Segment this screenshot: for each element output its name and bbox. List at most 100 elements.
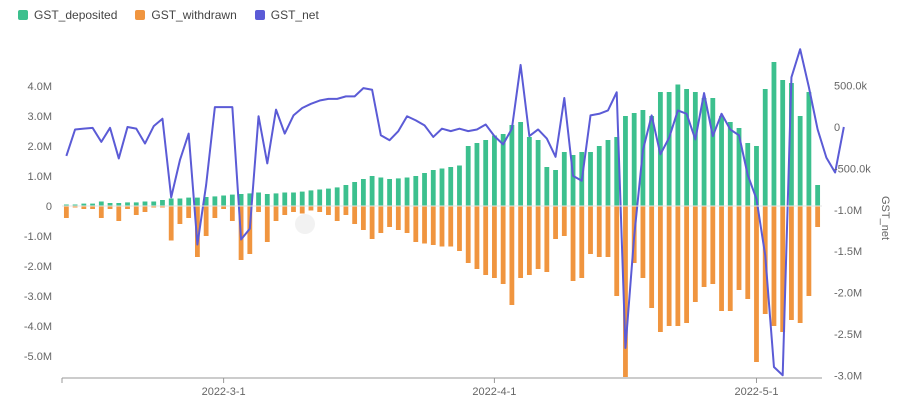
deposited-bar[interactable]	[492, 135, 497, 207]
withdrawn-bar[interactable]	[596, 206, 602, 257]
withdrawn-bar[interactable]	[195, 206, 200, 257]
deposited-bar[interactable]	[168, 198, 174, 207]
deposited-bar[interactable]	[675, 84, 681, 207]
withdrawn-bar[interactable]	[727, 206, 733, 311]
withdrawn-bar[interactable]	[780, 206, 786, 332]
withdrawn-bar[interactable]	[745, 206, 751, 299]
deposited-bar[interactable]	[483, 140, 489, 206]
deposited-bar[interactable]	[369, 176, 375, 206]
deposited-bar[interactable]	[125, 202, 130, 206]
deposited-bar[interactable]	[465, 146, 471, 206]
deposited-bar[interactable]	[299, 191, 305, 206]
deposited-bar[interactable]	[780, 80, 786, 206]
withdrawn-bar[interactable]	[369, 206, 375, 239]
withdrawn-bar[interactable]	[98, 206, 104, 218]
withdrawn-bar[interactable]	[649, 206, 655, 308]
withdrawn-bar[interactable]	[142, 206, 148, 212]
withdrawn-bar[interactable]	[605, 206, 611, 257]
legend-item-withdrawn[interactable]: GST_withdrawn	[135, 8, 237, 22]
withdrawn-bar[interactable]	[343, 206, 349, 215]
withdrawn-bar[interactable]	[413, 206, 419, 242]
deposited-bar[interactable]	[754, 146, 759, 206]
deposited-bar[interactable]	[448, 167, 454, 206]
withdrawn-bar[interactable]	[666, 206, 672, 326]
withdrawn-bar[interactable]	[116, 206, 122, 221]
withdrawn-bar[interactable]	[483, 206, 489, 275]
deposited-bar[interactable]	[666, 92, 672, 206]
withdrawn-bar[interactable]	[264, 206, 270, 242]
withdrawn-bar[interactable]	[526, 206, 532, 275]
deposited-bar[interactable]	[90, 203, 95, 206]
deposited-bar[interactable]	[352, 182, 358, 206]
withdrawn-bar[interactable]	[614, 206, 620, 296]
deposited-bar[interactable]	[395, 178, 401, 206]
deposited-bar[interactable]	[326, 188, 331, 206]
deposited-bar[interactable]	[116, 203, 122, 206]
deposited-bar[interactable]	[360, 179, 366, 206]
withdrawn-bar[interactable]	[710, 206, 716, 284]
withdrawn-bar[interactable]	[168, 206, 174, 241]
withdrawn-bar[interactable]	[561, 206, 567, 236]
withdrawn-bar[interactable]	[736, 206, 742, 290]
deposited-bar[interactable]	[570, 155, 576, 206]
withdrawn-bar[interactable]	[151, 206, 157, 208]
deposited-bar[interactable]	[657, 92, 663, 206]
deposited-bar[interactable]	[439, 168, 445, 207]
deposited-bar[interactable]	[422, 173, 427, 206]
deposited-bar[interactable]	[719, 116, 724, 206]
withdrawn-bar[interactable]	[806, 206, 812, 296]
withdrawn-bar[interactable]	[273, 206, 279, 221]
deposited-bar[interactable]	[212, 196, 218, 206]
withdrawn-bar[interactable]	[81, 206, 87, 209]
withdrawn-bar[interactable]	[509, 206, 515, 305]
deposited-bar[interactable]	[544, 167, 550, 206]
withdrawn-bar[interactable]	[640, 206, 646, 278]
legend-item-deposited[interactable]: GST_deposited	[18, 8, 117, 22]
net-line[interactable]	[65, 48, 845, 377]
deposited-bar[interactable]	[727, 122, 733, 206]
deposited-bar[interactable]	[98, 201, 104, 207]
withdrawn-bar[interactable]	[256, 206, 261, 212]
deposited-bar[interactable]	[815, 185, 821, 206]
withdrawn-bar[interactable]	[334, 206, 340, 221]
deposited-bar[interactable]	[553, 170, 558, 206]
withdrawn-bar[interactable]	[186, 206, 192, 218]
deposited-bar[interactable]	[535, 140, 541, 206]
deposited-bar[interactable]	[631, 113, 637, 206]
deposited-bar[interactable]	[684, 89, 689, 206]
withdrawn-bar[interactable]	[500, 206, 506, 284]
withdrawn-bar[interactable]	[282, 206, 288, 215]
withdrawn-bar[interactable]	[317, 206, 323, 212]
deposited-bar[interactable]	[378, 177, 384, 207]
withdrawn-bar[interactable]	[544, 206, 550, 272]
withdrawn-bar[interactable]	[160, 206, 165, 208]
withdrawn-bar[interactable]	[378, 206, 384, 233]
withdrawn-bar[interactable]	[387, 206, 392, 227]
withdrawn-bar[interactable]	[430, 206, 436, 245]
withdrawn-bar[interactable]	[657, 206, 663, 332]
withdrawn-bar[interactable]	[692, 206, 698, 302]
deposited-bar[interactable]	[343, 185, 349, 206]
deposited-bar[interactable]	[142, 201, 148, 207]
withdrawn-bar[interactable]	[90, 206, 95, 209]
deposited-bar[interactable]	[649, 116, 655, 206]
deposited-bar[interactable]	[238, 194, 244, 206]
deposited-bar[interactable]	[797, 116, 803, 206]
deposited-bar[interactable]	[151, 201, 157, 207]
withdrawn-bar[interactable]	[701, 206, 707, 287]
withdrawn-bar[interactable]	[63, 206, 69, 218]
deposited-bar[interactable]	[692, 92, 698, 206]
deposited-bar[interactable]	[806, 92, 812, 206]
withdrawn-bar[interactable]	[107, 206, 113, 209]
withdrawn-bar[interactable]	[352, 206, 358, 224]
deposited-bar[interactable]	[430, 170, 436, 206]
withdrawn-bar[interactable]	[395, 206, 401, 230]
deposited-bar[interactable]	[771, 62, 777, 206]
deposited-bar[interactable]	[282, 192, 288, 207]
deposited-bar[interactable]	[474, 143, 480, 206]
deposited-bar[interactable]	[63, 204, 69, 207]
deposited-bar[interactable]	[177, 198, 183, 207]
deposited-bar[interactable]	[221, 195, 227, 207]
withdrawn-bar[interactable]	[299, 206, 305, 214]
withdrawn-bar[interactable]	[72, 206, 78, 208]
